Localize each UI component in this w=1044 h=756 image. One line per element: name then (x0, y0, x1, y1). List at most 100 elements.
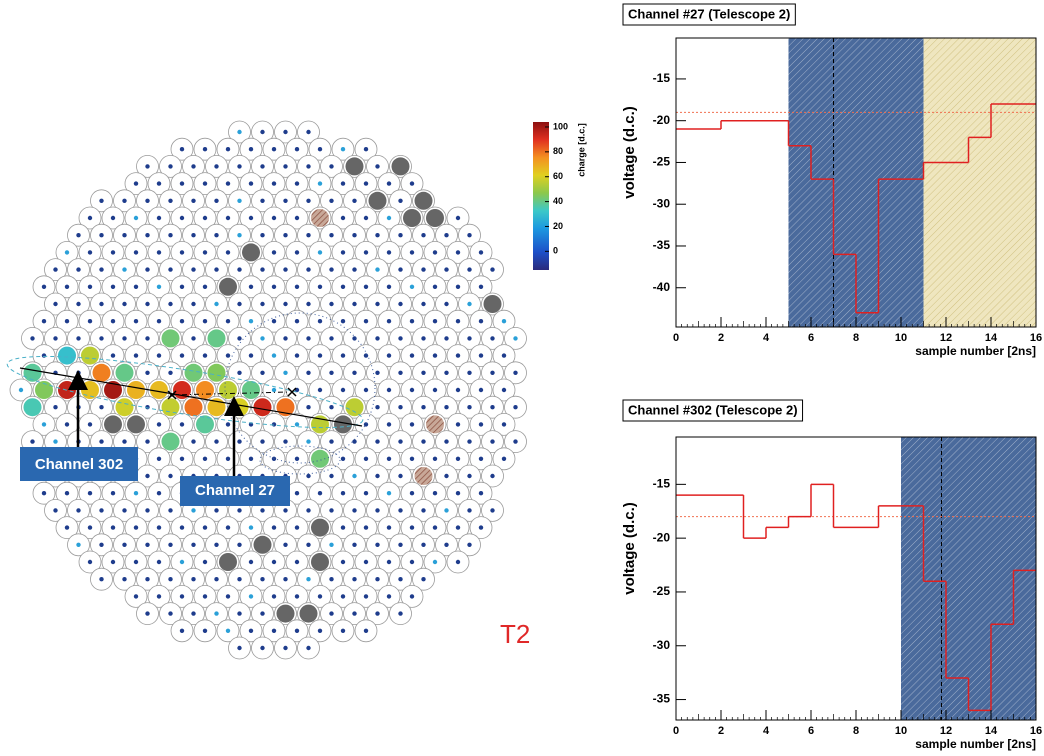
pixel-dot (364, 525, 368, 529)
pixel-dot (214, 508, 218, 512)
pixel-dot (249, 353, 253, 357)
pixel-dot (456, 491, 460, 495)
pixel-dot (191, 577, 195, 581)
pixel-dot (283, 543, 287, 547)
pixel-dot (398, 267, 402, 271)
pixel-dot (157, 216, 161, 220)
pixel-dot (168, 199, 172, 203)
pixel-dot (318, 250, 322, 254)
pixel-dot (444, 405, 448, 409)
x-tick-label: 8 (853, 725, 859, 737)
pixel-dot (122, 508, 126, 512)
x-tick-label: 2 (718, 332, 724, 344)
pixel-dot (364, 388, 368, 392)
pixel-dot (214, 543, 218, 547)
colorbar (533, 122, 549, 270)
pixel-dot (30, 439, 34, 443)
pixel-dot (111, 560, 115, 564)
pixel-dot (352, 508, 356, 512)
pixel-dot (145, 199, 149, 203)
pixel-dot (410, 525, 414, 529)
pixel-dot (479, 422, 483, 426)
pixel-dot (410, 457, 414, 461)
pixel-dot (456, 285, 460, 289)
pixel-dot (260, 267, 264, 271)
pixel-dot (444, 508, 448, 512)
pixel-dot (375, 371, 379, 375)
pixel-dot (387, 181, 391, 185)
pixel-dot (318, 319, 322, 323)
pixel-dot (410, 285, 414, 289)
pixel-dot (295, 491, 299, 495)
pixel-dot (479, 491, 483, 495)
colorbar-tick-label: 100 (553, 121, 568, 131)
pixel-charge (219, 381, 237, 399)
pixel-dot (134, 491, 138, 495)
pixel-dot (375, 405, 379, 409)
pixel-dot (260, 302, 264, 306)
pixel-dot (53, 405, 57, 409)
pixel-dot (318, 285, 322, 289)
pixel-dot (157, 285, 161, 289)
flagged-pixel (311, 209, 329, 227)
pixel-dot (295, 319, 299, 323)
pixel-dot (237, 130, 241, 134)
pixel-dot (145, 577, 149, 581)
pixel-dot (456, 560, 460, 564)
pixel-dot (341, 491, 345, 495)
pixel-dot (42, 491, 46, 495)
pixel-dot (421, 233, 425, 237)
colorbar-tick-label: 20 (553, 221, 563, 231)
dead-pixel (392, 157, 410, 175)
pixel-charge (127, 381, 145, 399)
pixel-dot (513, 336, 517, 340)
pixel-dot (329, 164, 333, 168)
pixel-dot (387, 457, 391, 461)
pixel-dot (145, 508, 149, 512)
pixel-dot (410, 319, 414, 323)
pixel-dot (134, 250, 138, 254)
pixel-dot (329, 267, 333, 271)
y-tick-label: -20 (653, 530, 671, 544)
pixel-dot (341, 594, 345, 598)
pixel-dot (295, 525, 299, 529)
pixel-dot (260, 130, 264, 134)
pixel-dot (398, 543, 402, 547)
pixel-dot (226, 216, 230, 220)
pixel-dot (479, 353, 483, 357)
pixel-dot (306, 474, 310, 478)
x-tick-label: 12 (940, 725, 952, 737)
pixel-dot (444, 302, 448, 306)
pixel-dot (65, 525, 69, 529)
pixel-dot (444, 543, 448, 547)
pixel-dot (295, 560, 299, 564)
y-tick-label: -15 (653, 71, 671, 85)
dead-pixel (104, 415, 122, 433)
x-tick-label: 4 (763, 725, 770, 737)
pixel-dot (180, 319, 184, 323)
pixel-dot (237, 164, 241, 168)
pixel-dot (306, 233, 310, 237)
pixel-dot (180, 353, 184, 357)
pixel-dot (180, 525, 184, 529)
pixel-dot (249, 285, 253, 289)
pixel-dot (295, 457, 299, 461)
pixel-charge (81, 347, 99, 365)
dead-pixel (242, 243, 260, 261)
pixel-dot (191, 439, 195, 443)
pixel-dot (203, 353, 207, 357)
pixel-dot (283, 439, 287, 443)
pixel-dot (53, 508, 57, 512)
x-tick-label: 16 (1030, 332, 1042, 344)
pixel-dot (88, 250, 92, 254)
pixel-dot (421, 543, 425, 547)
pixel-dot (88, 560, 92, 564)
pixel-dot (387, 319, 391, 323)
pixel-dot (145, 267, 149, 271)
pixel-dot (306, 130, 310, 134)
pixel-dot (122, 543, 126, 547)
pixel-dot (364, 181, 368, 185)
pixel-dot (456, 250, 460, 254)
pixel-dot (456, 388, 460, 392)
pixel-dot (433, 491, 437, 495)
